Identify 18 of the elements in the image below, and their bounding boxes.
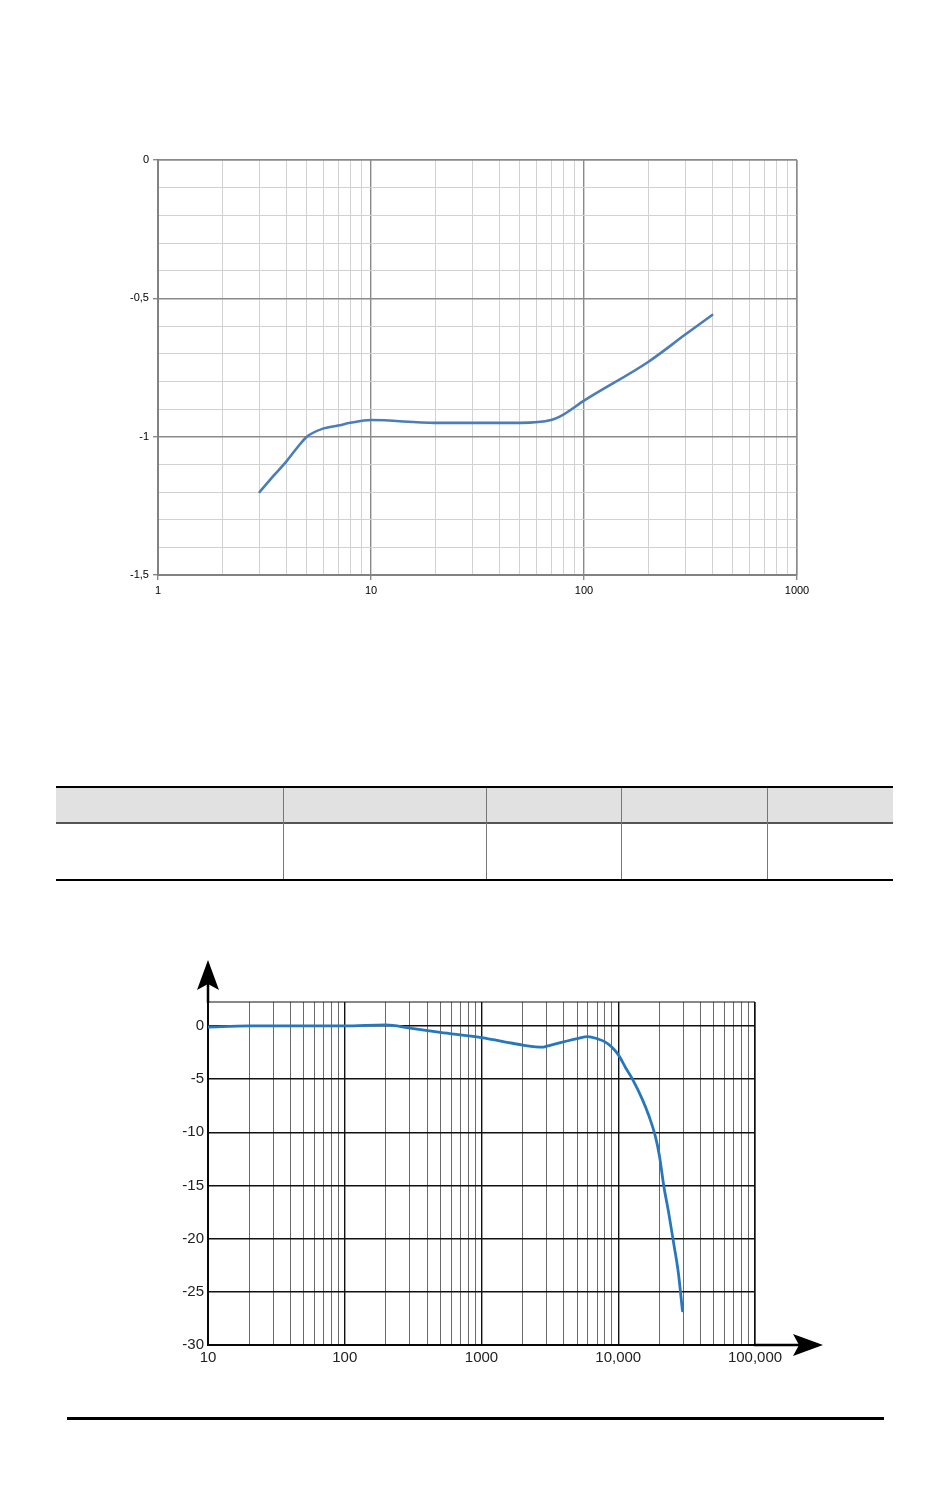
x-tick-label: 100 [574,583,594,596]
y-tick-label: 0 [142,153,149,166]
y-tick-label: -5 [190,1069,204,1087]
y-tick-label: -25 [182,1281,204,1299]
x-tick-label: 100 [332,1348,358,1366]
y-tick-label: -0,5 [130,291,149,304]
x-tick-label: 10 [364,583,378,596]
x-tick-label: 10,000 [595,1348,642,1366]
y-tick-label: 0 [195,1016,204,1034]
y-tick-label: -15 [182,1175,204,1193]
y-tick-label: -10 [182,1122,204,1140]
x-tick-label: 1 [154,583,162,596]
x-tick-label: 100,000 [727,1348,783,1366]
x-tick-label: 1000 [784,583,810,596]
y-tick-label: -1,5 [130,568,149,581]
x-tick-label: 1000 [464,1348,499,1366]
y-tick-label: -1 [139,429,149,442]
y-tick-label: -20 [182,1228,204,1246]
